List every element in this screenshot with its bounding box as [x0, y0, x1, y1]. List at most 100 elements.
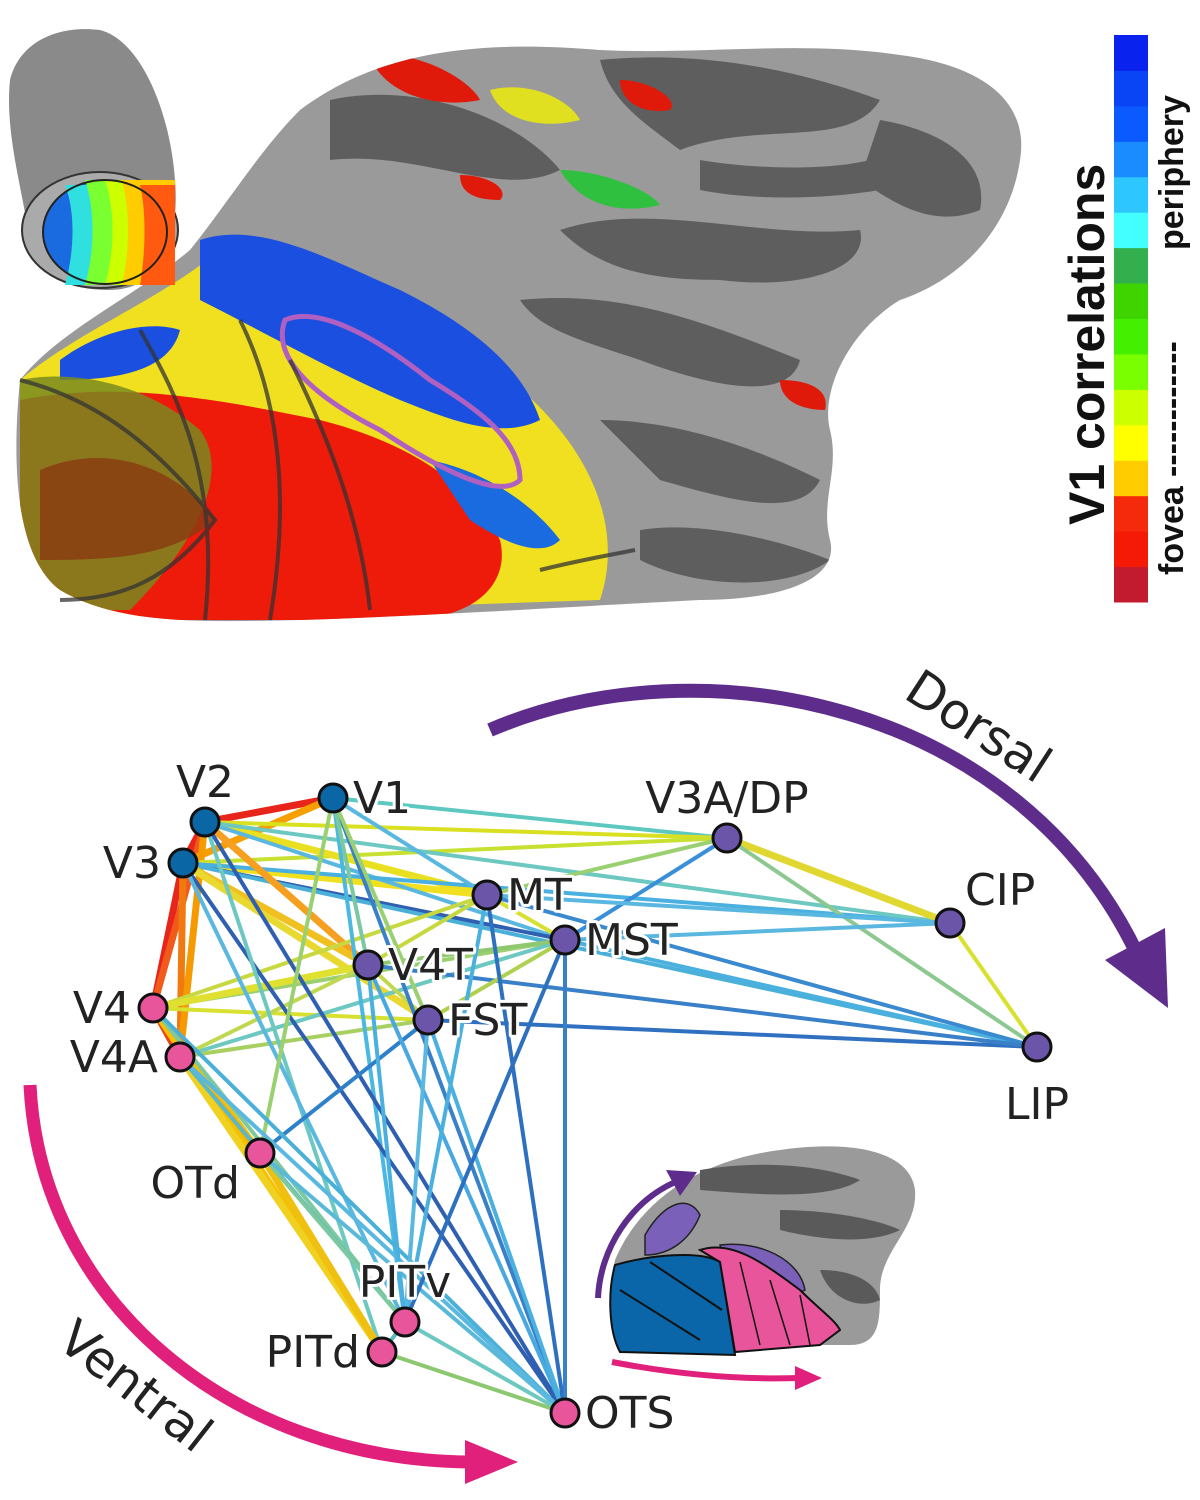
area-map-inset: [595, 1146, 916, 1390]
dorsal-arrowhead: [1105, 928, 1168, 1008]
inset-ventral-arrowhead: [795, 1366, 822, 1390]
inflated-cortex-map: [9, 29, 1022, 622]
node-label: V3: [103, 838, 161, 889]
node-PITd: PITd: [263, 1324, 398, 1381]
node-V1: V1: [317, 770, 414, 827]
edge-V2-MST: [204, 820, 566, 942]
edge-V3A-CIP: [725, 834, 952, 927]
edge-V2-V4T: [202, 819, 371, 968]
mt-outline: [279, 314, 523, 489]
node-marker: [1021, 1031, 1053, 1063]
colorbar-swatch: [1114, 105, 1148, 142]
node-marker: [711, 822, 743, 854]
edge-MT-PITv: [403, 894, 489, 1323]
node-FST: FST: [412, 992, 530, 1049]
colorbar-dashes: ------------: [1153, 341, 1191, 477]
colorbar-swatch: [1114, 460, 1148, 497]
node-MT: MT: [471, 867, 575, 924]
node-label: PITv: [359, 1257, 451, 1308]
edge-FST-PITv: [403, 1019, 430, 1323]
node-marker: [244, 1137, 276, 1169]
node-marker: [317, 782, 349, 814]
node-label: V2: [176, 757, 234, 808]
area-borders: [19, 319, 636, 621]
node-marker: [164, 1041, 196, 1073]
edge-V2-V3A: [204, 820, 728, 840]
edge-V4-MT: [152, 893, 488, 1010]
colorbar-swatch: [1114, 389, 1148, 426]
colorbar-title: V1 correlations: [1059, 164, 1115, 525]
edge-PITd-OTS: [381, 1350, 566, 1415]
node-label: MST: [585, 915, 678, 966]
edge-OTd-PITd: [257, 1151, 385, 1354]
node-label: FST: [448, 995, 527, 1046]
colorbar-swatch: [1114, 247, 1148, 284]
colorbar-swatch: [1114, 318, 1148, 355]
node-label: CIP: [965, 865, 1035, 916]
edge-MST-PITv: [403, 939, 567, 1323]
inset-dorsal-arrow: [595, 1177, 682, 1299]
v1-eccentricity-inset: [9, 29, 179, 290]
node-V4A: V4A: [67, 1029, 196, 1086]
inset-dorsal-arrowhead: [666, 1170, 697, 1196]
node-marker: [137, 992, 169, 1024]
node-MST: MST: [549, 912, 681, 969]
edge-V4-OTS: [151, 1006, 567, 1415]
colorbar-label-periphery: periphery: [1153, 95, 1191, 250]
edge-V3A-LIP: [725, 836, 1039, 1049]
colorbar-swatch: [1114, 495, 1148, 532]
node-marker: [167, 847, 199, 879]
edge-V1-PITv: [331, 797, 407, 1323]
node-label: V3A/DP: [645, 773, 808, 824]
edge-V4A-V4T: [179, 963, 369, 1059]
inset-ventral-arrow: [611, 1359, 801, 1382]
node-marker: [389, 1306, 421, 1338]
edge-OTd-PITv: [258, 1151, 407, 1324]
colorbar-swatch: [1114, 176, 1148, 213]
node-V4T: V4T: [352, 937, 476, 994]
node-OTS: OTS: [549, 1385, 677, 1442]
edge-V4T-OTS: [366, 964, 567, 1414]
edge-V3-CIP: [182, 861, 951, 925]
node-label: PITd: [266, 1327, 360, 1378]
colorbar: V1 correlations fovea ------------ perip…: [1059, 35, 1191, 603]
edge-V4T-MT: [366, 893, 489, 967]
edge-PITv-OTS: [404, 1320, 566, 1415]
node-label: V1: [353, 773, 411, 824]
node-label: MT: [507, 870, 572, 921]
edge-MT-OTS: [485, 894, 567, 1414]
node-V3: V3: [100, 835, 199, 892]
node-marker: [934, 907, 966, 939]
edge-MST-CIP: [564, 921, 951, 942]
colorbar-label-fovea: fovea: [1153, 485, 1191, 575]
eccentricity-bands: [42, 179, 175, 285]
node-marker: [412, 1004, 444, 1036]
node-OTd: OTd: [148, 1137, 276, 1212]
edge-V1-MT: [331, 796, 489, 897]
node-label: LIP: [1005, 1079, 1069, 1130]
edge-V4A-OTS: [178, 1055, 567, 1415]
colorbar-swatch: [1114, 531, 1148, 568]
edge-V1-V2: [204, 794, 334, 826]
edge-V1-FST: [331, 797, 430, 1021]
node-CIP: CIP: [934, 862, 1038, 939]
colorbar-swatch: [1114, 35, 1148, 71]
node-marker: [549, 1397, 581, 1429]
colorbar-swatch: [1114, 283, 1148, 319]
edge-CIP-LIP: [948, 921, 1039, 1049]
node-marker: [352, 949, 384, 981]
colorbar-swatch: [1114, 353, 1148, 390]
node-label: OTd: [151, 1158, 240, 1209]
node-marker: [549, 924, 581, 956]
edge-MST-LIP: [564, 938, 1038, 1049]
ventral-arrowhead: [465, 1440, 518, 1484]
edge-MT-LIP: [486, 893, 1038, 1049]
edge-V4T-PITv: [366, 964, 407, 1323]
node-marker: [189, 806, 221, 838]
node-PITv: PITv: [356, 1254, 454, 1338]
colorbar-swatch: [1114, 566, 1148, 603]
edge-V1-V4T: [331, 797, 370, 966]
node-label: OTS: [585, 1388, 674, 1439]
edge-V3A-MT: [486, 836, 728, 897]
